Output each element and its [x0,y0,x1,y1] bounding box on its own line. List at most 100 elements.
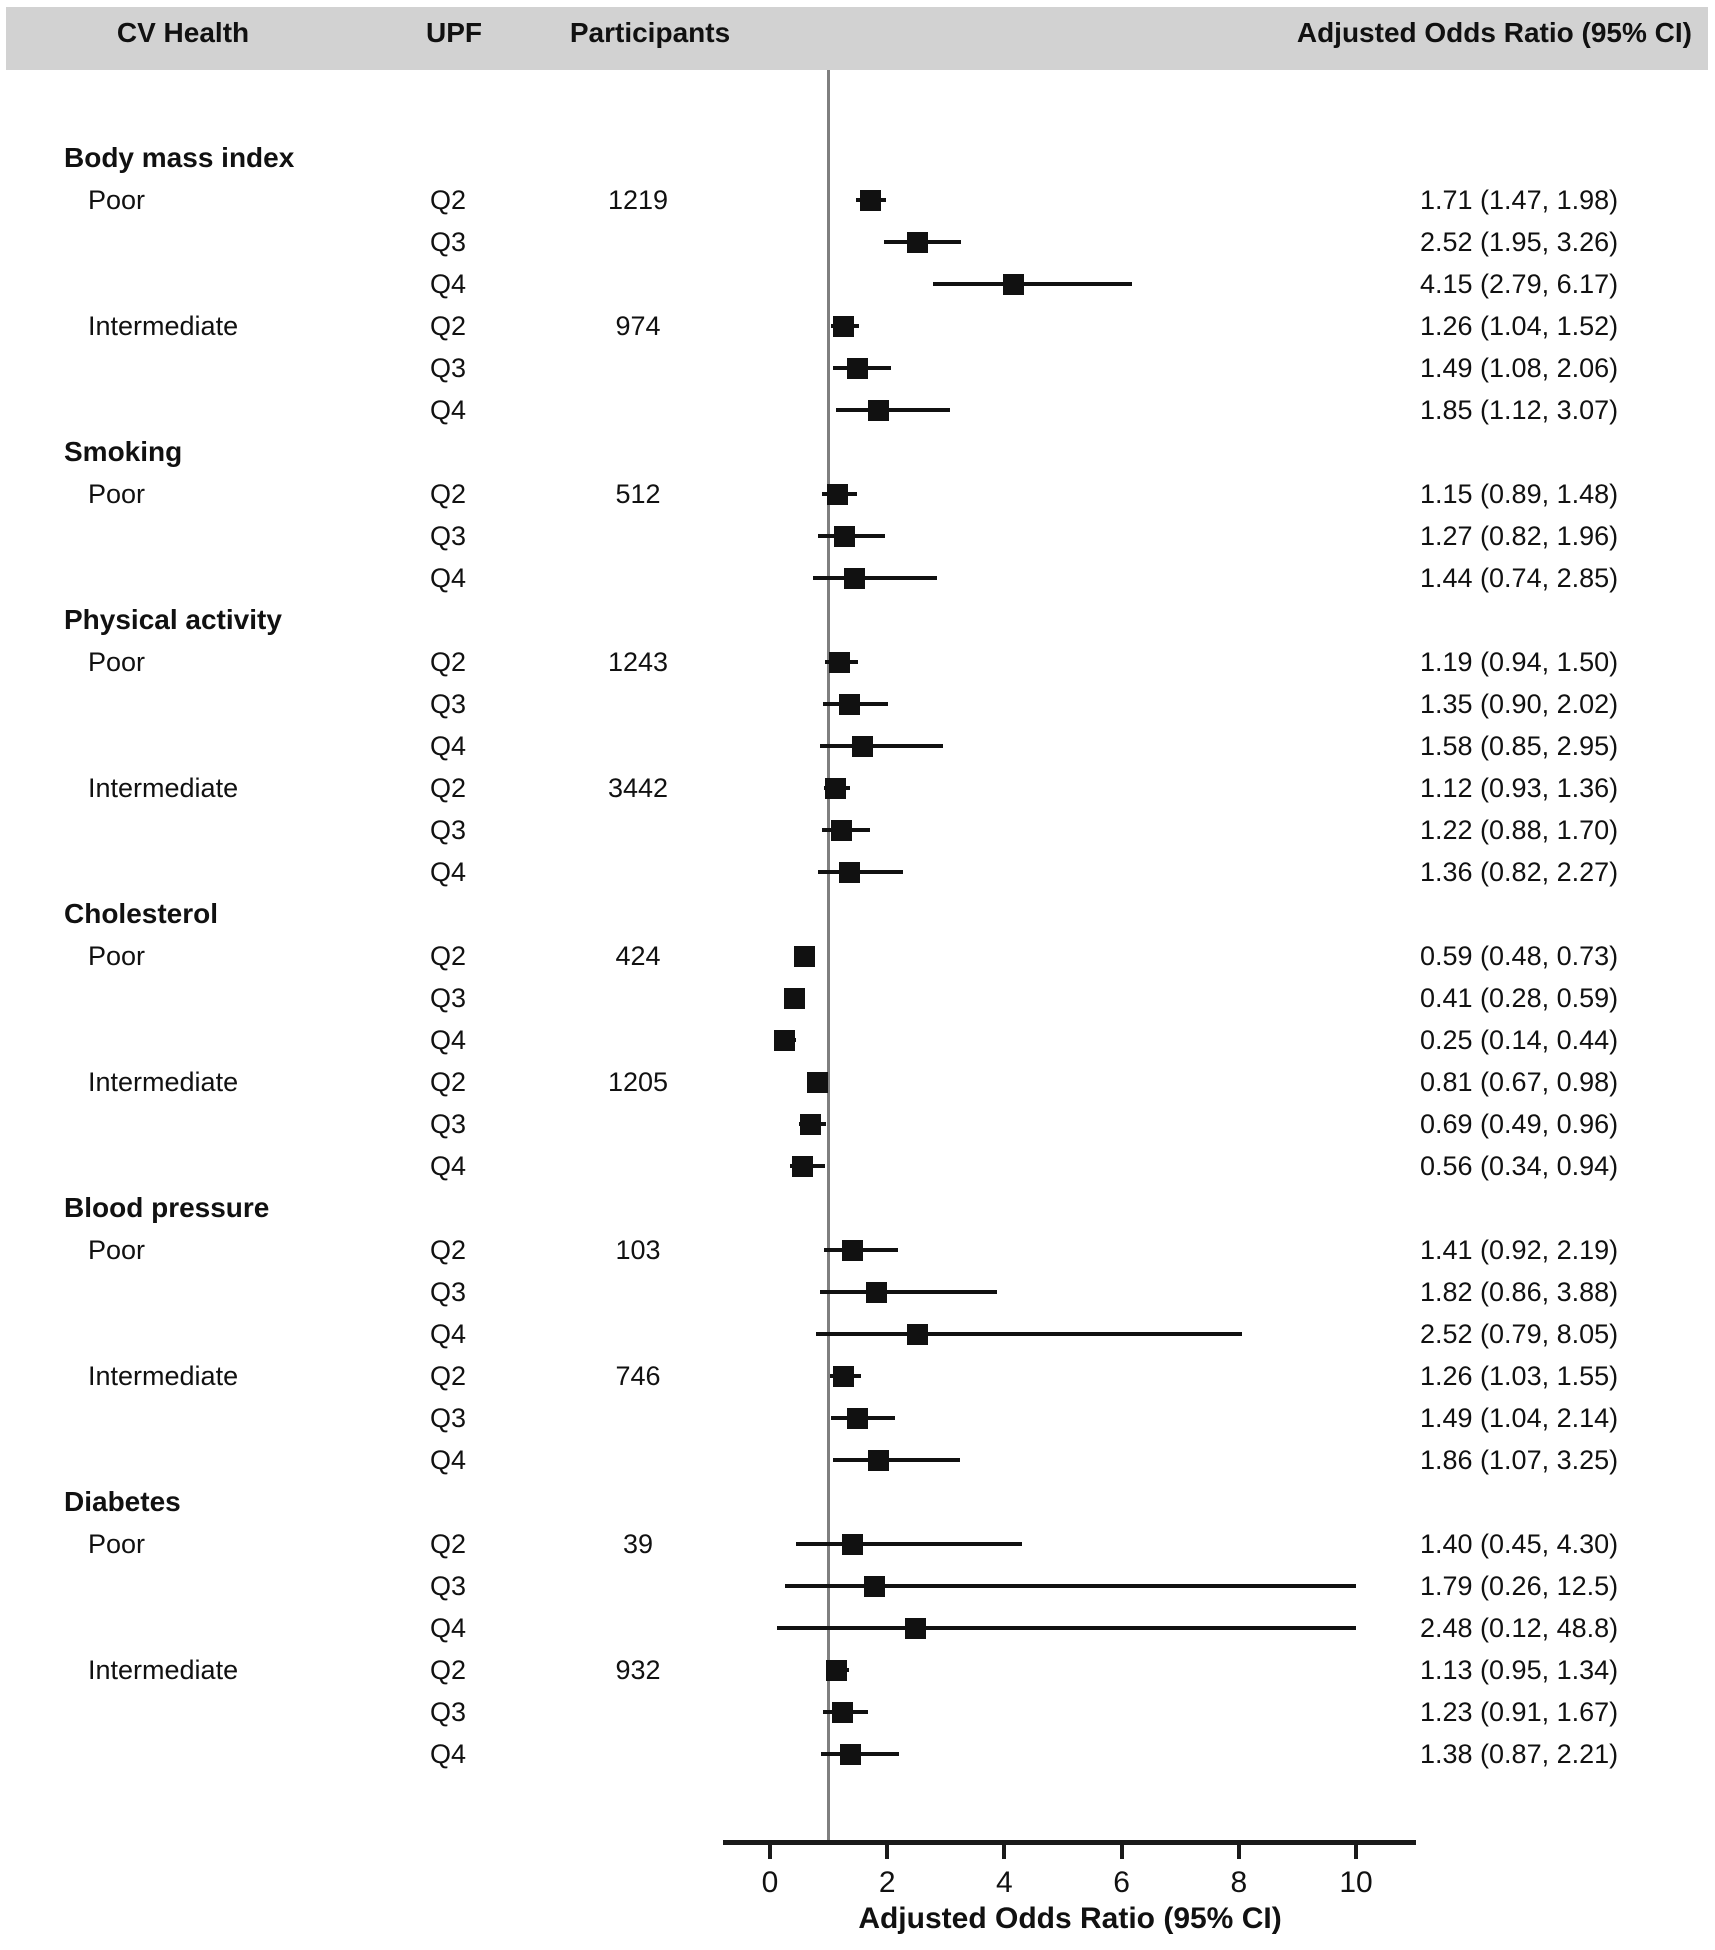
col-header-upf: UPF [426,17,482,48]
participants-count: 424 [615,941,661,971]
upf-quartile-label: Q2 [429,311,467,341]
group-label: Poor [88,1529,146,1559]
confidence-interval-line [818,870,904,874]
odds-ratio-ci-text: 1.86 (1.07, 3.25) [1420,1445,1619,1475]
upf-quartile-label: Q3 [429,1403,467,1433]
upf-quartile-label: Q3 [429,1109,467,1139]
odds-ratio-marker [867,399,889,421]
x-axis-tick-mark [1119,1843,1124,1859]
section-header: Cholesterol [64,898,219,929]
odds-ratio-marker [859,189,881,211]
odds-ratio-marker [833,315,855,337]
group-label: Intermediate [88,311,239,341]
group-label: Intermediate [88,1067,239,1097]
odds-ratio-marker [846,357,868,379]
confidence-interval-line [835,408,950,412]
odds-ratio-marker [868,1449,890,1471]
upf-quartile-label: Q4 [429,1739,467,1769]
odds-ratio-marker [907,231,929,253]
odds-ratio-ci-text: 1.26 (1.04, 1.52) [1420,311,1619,341]
upf-quartile-label: Q2 [429,1655,467,1685]
upf-quartile-label: Q4 [429,1613,467,1643]
upf-quartile-label: Q2 [429,941,467,971]
upf-quartile-label: Q4 [429,1319,467,1349]
x-axis-title: Adjusted Odds Ratio (95% CI) [858,1902,1282,1935]
odds-ratio-ci-text: 1.27 (0.82, 1.96) [1420,521,1619,551]
upf-quartile-label: Q4 [429,731,467,761]
odds-ratio-marker [825,1659,847,1681]
upf-quartile-label: Q4 [429,1025,467,1055]
section-header: Smoking [64,436,183,467]
participants-count: 974 [615,311,661,341]
x-axis-tick-label: 4 [996,1866,1013,1899]
x-axis-tick-mark [1002,1843,1007,1859]
upf-quartile-label: Q2 [429,1067,467,1097]
upf-quartile-label: Q4 [429,1445,467,1475]
odds-ratio-ci-text: 1.44 (0.74, 2.85) [1420,563,1619,593]
odds-ratio-ci-text: 1.12 (0.93, 1.36) [1420,773,1619,803]
odds-ratio-ci-text: 1.71 (1.47, 1.98) [1420,185,1619,215]
group-label: Intermediate [88,1655,239,1685]
odds-ratio-marker [799,1113,821,1135]
x-axis-tick-label: 2 [878,1866,896,1899]
upf-quartile-label: Q4 [429,1151,467,1181]
odds-ratio-ci-text: 1.35 (0.90, 2.02) [1420,689,1619,719]
upf-quartile-label: Q4 [429,563,467,593]
odds-ratio-ci-text: 0.25 (0.14, 0.44) [1420,1025,1619,1055]
group-label: Poor [88,479,146,509]
odds-ratio-ci-text: 1.49 (1.08, 2.06) [1420,353,1619,383]
odds-ratio-marker [774,1029,796,1051]
confidence-interval-line [785,1584,1356,1588]
odds-ratio-ci-text: 2.52 (0.79, 8.05) [1420,1319,1619,1349]
odds-ratio-ci-text: 1.15 (0.89, 1.48) [1420,479,1619,509]
odds-ratio-ci-text: 2.52 (1.95, 3.26) [1420,227,1619,257]
upf-quartile-label: Q2 [429,647,467,677]
upf-quartile-label: Q3 [429,1697,467,1727]
participants-count: 3442 [607,773,669,803]
group-label: Poor [88,1235,146,1265]
odds-ratio-marker [904,1617,926,1639]
upf-quartile-label: Q3 [429,1571,467,1601]
odds-ratio-ci-text: 1.85 (1.12, 3.07) [1420,395,1619,425]
upf-quartile-label: Q3 [429,1277,467,1307]
odds-ratio-ci-text: 2.48 (0.12, 48.8) [1420,1613,1619,1643]
upf-quartile-label: Q4 [429,269,467,299]
x-axis-tick-label: 6 [1113,1866,1130,1899]
odds-ratio-marker [783,987,805,1009]
upf-quartile-label: Q2 [429,1361,467,1391]
participants-count: 39 [622,1529,654,1559]
x-axis-tick-mark [885,1843,890,1859]
odds-ratio-marker [830,819,852,841]
reference-line-or-1 [827,70,830,1842]
odds-ratio-ci-text: 1.40 (0.45, 4.30) [1420,1529,1619,1559]
confidence-interval-line [816,1332,1242,1336]
confidence-interval-line [819,744,943,748]
participants-count: 512 [615,479,661,509]
odds-ratio-ci-text: 0.56 (0.34, 0.94) [1420,1151,1619,1181]
odds-ratio-ci-text: 0.69 (0.49, 0.96) [1420,1109,1619,1139]
odds-ratio-marker [792,1155,814,1177]
upf-quartile-label: Q2 [429,1235,467,1265]
group-label: Intermediate [88,1361,239,1391]
col-header-adjusted-odds-ratio: Adjusted Odds Ratio (95% CI) [1296,17,1692,48]
odds-ratio-ci-text: 1.22 (0.88, 1.70) [1420,815,1619,845]
odds-ratio-marker [1002,273,1024,295]
odds-ratio-ci-text: 1.49 (1.04, 2.14) [1420,1403,1619,1433]
odds-ratio-marker [826,483,848,505]
group-label: Intermediate [88,773,239,803]
odds-ratio-marker [864,1575,886,1597]
section-header: Diabetes [64,1486,181,1517]
x-axis-tick-label: 10 [1339,1866,1373,1899]
group-label: Poor [88,647,146,677]
odds-ratio-marker [806,1071,828,1093]
odds-ratio-ci-text: 1.58 (0.85, 2.95) [1420,731,1619,761]
col-header-cv-health: CV Health [116,17,250,48]
odds-ratio-marker [794,945,816,967]
col-header-participants: Participants [569,17,731,48]
upf-quartile-label: Q3 [429,815,467,845]
odds-ratio-ci-text: 1.79 (0.26, 12.5) [1420,1571,1619,1601]
odds-ratio-marker [833,1365,855,1387]
odds-ratio-ci-text: 1.38 (0.87, 2.21) [1420,1739,1619,1769]
odds-ratio-marker [866,1281,888,1303]
